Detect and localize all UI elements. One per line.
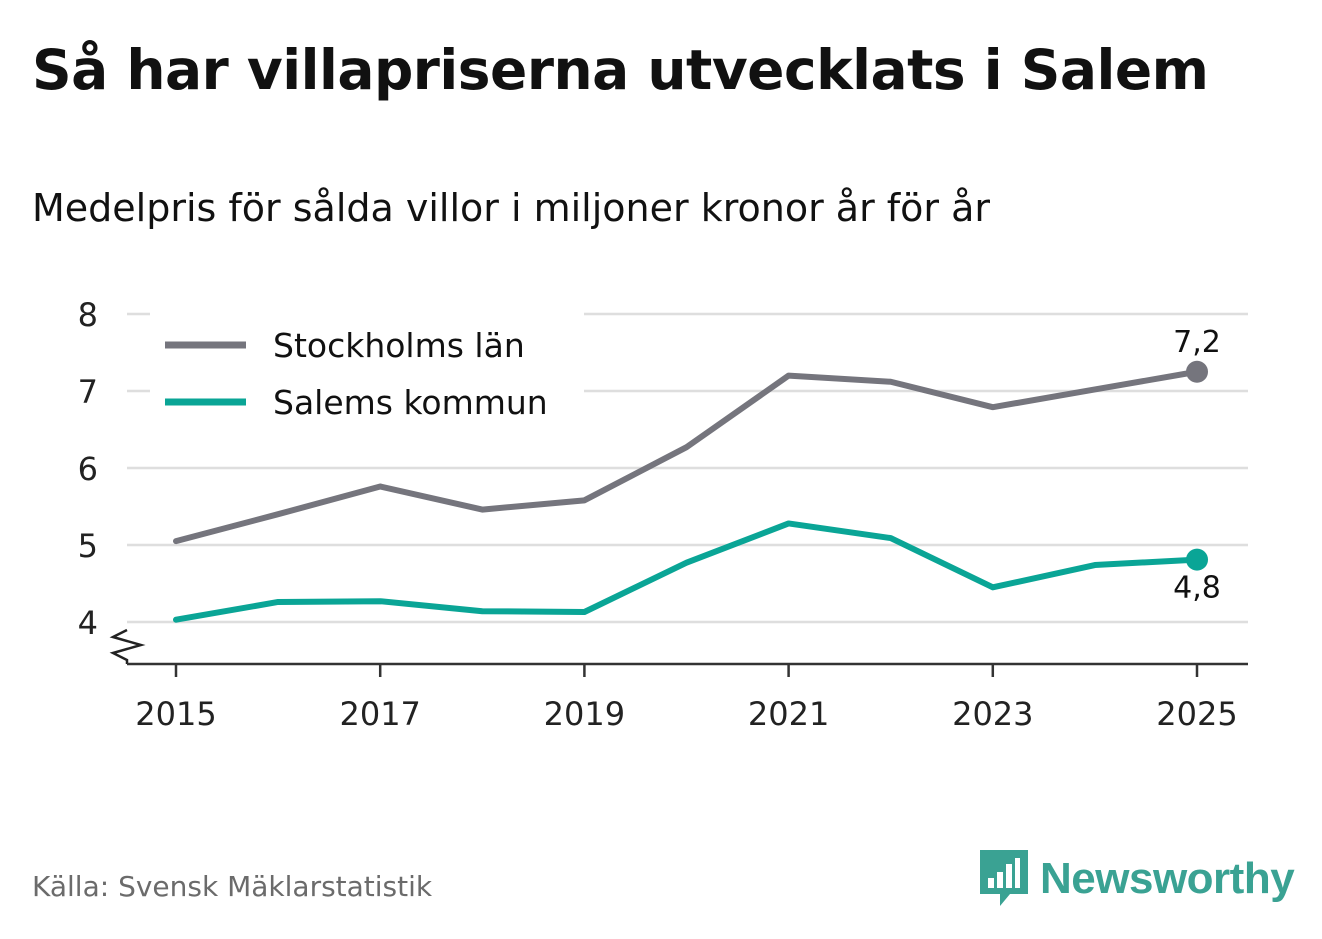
- x-tick-label: 2019: [544, 695, 625, 733]
- chart-title: Så har villapriserna utvecklats i Salem: [32, 38, 1209, 102]
- y-tick-label: 5: [78, 527, 98, 565]
- x-tick-label: 2017: [339, 695, 420, 733]
- series-line: [173, 368, 1200, 545]
- y-tick-label: 8: [78, 296, 98, 334]
- series-line: [173, 520, 1200, 623]
- end-point-marker: [1186, 360, 1208, 383]
- axis-break-icon: [109, 628, 146, 664]
- y-axis-ticks: 4 5 6 7 8: [78, 296, 146, 664]
- bar-chart-speech-bubble-icon: [980, 850, 1028, 906]
- source-note: Källa: Svensk Mäklarstatistik: [32, 870, 433, 903]
- x-tick-label: 2023: [952, 695, 1033, 733]
- x-tick-label: 2015: [135, 695, 216, 733]
- y-tick-label: 7: [78, 373, 98, 411]
- legend-label: Stockholms län: [273, 326, 525, 365]
- legend-label: Salems kommun: [273, 383, 548, 422]
- series-lines: 7,2 4,8: [173, 325, 1221, 623]
- legend: Stockholms län Salems kommun: [150, 312, 584, 428]
- y-tick-label: 4: [78, 604, 98, 642]
- x-tick-label: 2025: [1156, 695, 1237, 733]
- end-value-label: 7,2: [1173, 325, 1221, 360]
- chart-subtitle: Medelpris för sålda villor i miljoner kr…: [32, 186, 991, 230]
- brand-logo: Newsworthy: [980, 850, 1295, 908]
- end-point-marker: [1186, 548, 1208, 571]
- x-axis: 2015 2017 2019 2021 2023 2025: [127, 662, 1248, 733]
- legend-background: [150, 312, 584, 428]
- brand-name: Newsworthy: [1040, 854, 1295, 903]
- end-value-label: 4,8: [1173, 571, 1221, 606]
- x-tick-label: 2021: [748, 695, 829, 733]
- y-tick-label: 6: [78, 450, 98, 488]
